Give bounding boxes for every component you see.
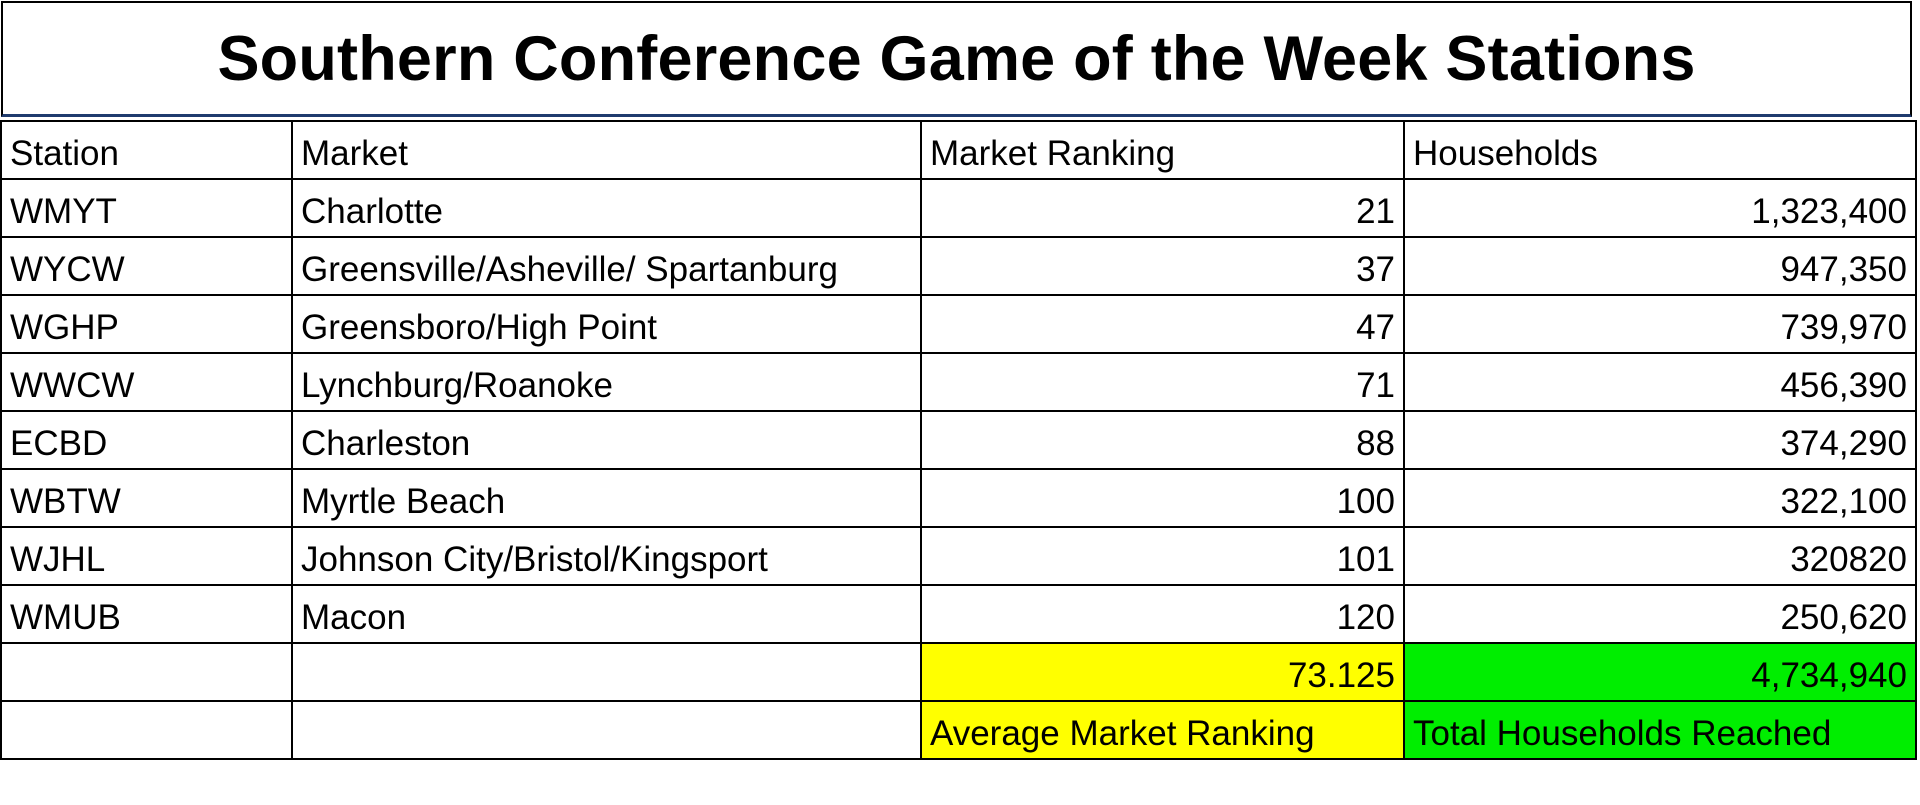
table-row: WJHL Johnson City/Bristol/Kingsport 101 … (0, 526, 1917, 586)
header-market-ranking[interactable]: Market Ranking (920, 120, 1405, 180)
empty-cell[interactable] (291, 642, 922, 702)
households-cell[interactable]: 456,390 (1403, 352, 1917, 412)
summary-labels-row: Average Market Ranking Total Households … (0, 700, 1917, 760)
empty-cell[interactable] (291, 700, 922, 760)
market-cell[interactable]: Greensboro/High Point (291, 294, 922, 354)
ranking-cell[interactable]: 100 (920, 468, 1405, 528)
ranking-cell[interactable]: 47 (920, 294, 1405, 354)
households-cell[interactable]: 374,290 (1403, 410, 1917, 470)
table-row: WWCW Lynchburg/Roanoke 71 456,390 (0, 352, 1917, 412)
header-station[interactable]: Station (0, 120, 293, 180)
market-cell[interactable]: Greensville/Asheville/ Spartanburg (291, 236, 922, 296)
market-cell[interactable]: Lynchburg/Roanoke (291, 352, 922, 412)
market-cell[interactable]: Johnson City/Bristol/Kingsport (291, 526, 922, 586)
sheet-title[interactable]: Southern Conference Game of the Week Sta… (1, 1, 1912, 117)
table-row: WGHP Greensboro/High Point 47 739,970 (0, 294, 1917, 354)
ranking-cell[interactable]: 71 (920, 352, 1405, 412)
station-cell[interactable]: WMYT (0, 178, 293, 238)
table-row: WBTW Myrtle Beach 100 322,100 (0, 468, 1917, 528)
households-cell[interactable]: 739,970 (1403, 294, 1917, 354)
station-cell[interactable]: WGHP (0, 294, 293, 354)
average-ranking-label[interactable]: Average Market Ranking (920, 700, 1405, 760)
header-row: Station Market Market Ranking Households (0, 120, 1917, 180)
ranking-cell[interactable]: 101 (920, 526, 1405, 586)
households-cell[interactable]: 947,350 (1403, 236, 1917, 296)
header-households[interactable]: Households (1403, 120, 1917, 180)
station-cell[interactable]: WWCW (0, 352, 293, 412)
market-cell[interactable]: Charleston (291, 410, 922, 470)
table-row: WMYT Charlotte 21 1,323,400 (0, 178, 1917, 238)
empty-cell[interactable] (0, 642, 293, 702)
ranking-cell[interactable]: 21 (920, 178, 1405, 238)
header-market[interactable]: Market (291, 120, 922, 180)
station-cell[interactable]: WJHL (0, 526, 293, 586)
households-cell[interactable]: 320820 (1403, 526, 1917, 586)
total-households-label[interactable]: Total Households Reached (1403, 700, 1917, 760)
station-cell[interactable]: WBTW (0, 468, 293, 528)
station-cell[interactable]: ECBD (0, 410, 293, 470)
households-cell[interactable]: 250,620 (1403, 584, 1917, 644)
households-cell[interactable]: 322,100 (1403, 468, 1917, 528)
stations-table: Station Market Market Ranking Households… (0, 120, 1917, 760)
station-cell[interactable]: WYCW (0, 236, 293, 296)
market-cell[interactable]: Macon (291, 584, 922, 644)
ranking-cell[interactable]: 37 (920, 236, 1405, 296)
ranking-cell[interactable]: 88 (920, 410, 1405, 470)
average-ranking-value[interactable]: 73.125 (920, 642, 1405, 702)
summary-values-row: 73.125 4,734,940 (0, 642, 1917, 702)
market-cell[interactable]: Myrtle Beach (291, 468, 922, 528)
table-row: ECBD Charleston 88 374,290 (0, 410, 1917, 470)
market-cell[interactable]: Charlotte (291, 178, 922, 238)
station-cell[interactable]: WMUB (0, 584, 293, 644)
households-cell[interactable]: 1,323,400 (1403, 178, 1917, 238)
table-row: WYCW Greensville/Asheville/ Spartanburg … (0, 236, 1917, 296)
table-row: WMUB Macon 120 250,620 (0, 584, 1917, 644)
total-households-value[interactable]: 4,734,940 (1403, 642, 1917, 702)
ranking-cell[interactable]: 120 (920, 584, 1405, 644)
empty-cell[interactable] (0, 700, 293, 760)
